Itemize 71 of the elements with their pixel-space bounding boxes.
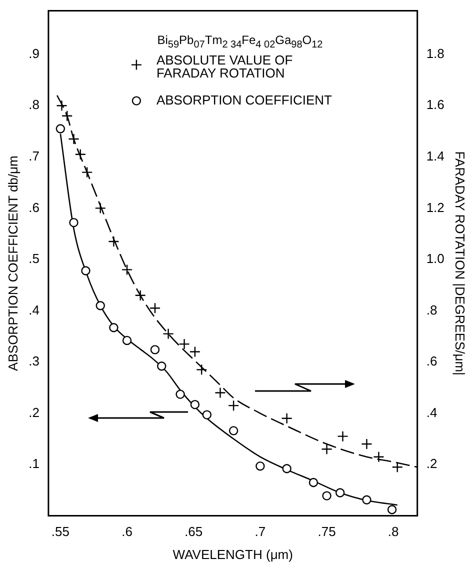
y2-tick-label: .6: [426, 354, 438, 369]
point: [228, 400, 240, 412]
point: [108, 236, 120, 248]
point: [202, 410, 212, 420]
y-tick-label: .3: [28, 354, 40, 369]
y-tick-label: .9: [28, 46, 40, 61]
y-tick-label: .5: [28, 251, 40, 266]
point: [61, 110, 73, 122]
point: [122, 336, 132, 346]
point: [337, 430, 348, 442]
y2-tick-label: 1.4: [426, 148, 444, 164]
point: [149, 302, 161, 314]
legend-label: ABSORPTION COEFFICIENT: [156, 92, 332, 108]
point: [109, 323, 118, 332]
point: [74, 148, 86, 160]
x-tick-label: .55: [51, 524, 70, 540]
chart-title: Bi$_{59}$Pb$_{07}$Tm$_{2 34}$Fe$_{4 02}$Ga$_{98}$O$_{12}$: [157, 33, 323, 50]
point: [282, 464, 292, 474]
point: [308, 478, 318, 488]
legend-label: ABSOLUTE VALUE OF FARADAY ROTATION: [156, 52, 293, 80]
x-tick-label: .8: [388, 524, 399, 540]
point: [81, 266, 90, 276]
point: [190, 400, 200, 410]
y2-tick-label: 1.8: [426, 46, 444, 61]
point: [157, 361, 166, 371]
point: [81, 166, 93, 178]
x-axis-title: WAVELENGTH (μm): [172, 546, 293, 562]
point: [335, 488, 345, 498]
y2-tick-label: 1.0: [426, 251, 444, 266]
y-tick-label: .1: [28, 456, 40, 472]
y2-tick-label: .4: [426, 404, 438, 420]
point: [214, 387, 226, 398]
point: [373, 451, 384, 462]
point: [196, 364, 208, 376]
point: [56, 100, 68, 112]
point: [162, 328, 174, 340]
point: [281, 412, 292, 424]
point: [189, 346, 201, 358]
point: [362, 495, 372, 505]
y2-tick-label: 1.6: [426, 97, 444, 112]
point: [256, 461, 265, 471]
point: [121, 264, 133, 276]
point: [69, 218, 78, 228]
point: [96, 300, 105, 310]
y2-tick-label: .2: [426, 456, 438, 472]
point: [134, 290, 146, 301]
point: [56, 124, 66, 134]
point: [361, 438, 372, 450]
point: [392, 461, 403, 473]
x-tick-label: .65: [184, 524, 203, 540]
y2-axis-title: FARADAY ROTATION |DEGREES/μm|: [452, 151, 468, 376]
y2-tick-label: 1.2: [426, 200, 444, 215]
point: [150, 345, 160, 354]
y2-tick-label: .8: [426, 302, 438, 318]
x-tick-label: .75: [318, 524, 336, 540]
y-axis-title: ABSORPTION COEFFICIENT db/μm: [5, 156, 20, 371]
point: [176, 390, 185, 399]
x-tick-label: .6: [122, 524, 132, 540]
point: [387, 505, 397, 514]
point: [68, 133, 80, 145]
y-tick-label: .8: [28, 97, 40, 112]
y-tick-label: .4: [28, 302, 40, 318]
y-tick-label: .2: [28, 404, 40, 420]
point: [94, 202, 106, 214]
x-tick-label: .7: [254, 524, 266, 540]
y-tick-label: .7: [28, 148, 40, 164]
point: [322, 491, 332, 500]
y-tick-label: .6: [28, 200, 40, 215]
point: [228, 426, 238, 436]
point: [178, 338, 190, 350]
point: [321, 444, 332, 455]
